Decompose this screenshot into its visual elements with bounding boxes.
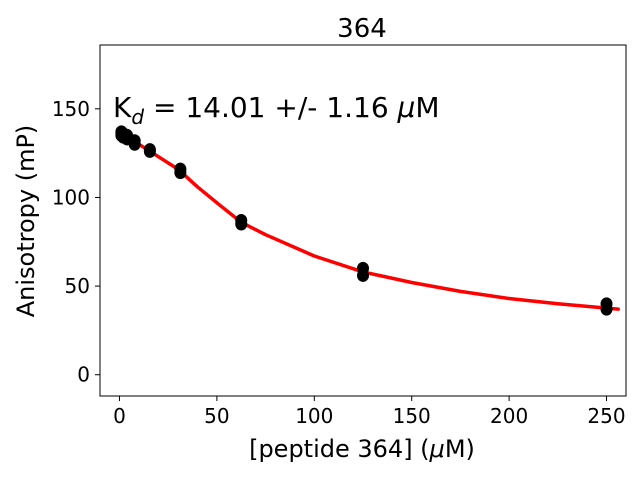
plot-frame — [99, 44, 627, 397]
x-tick-label: 0 — [113, 404, 126, 428]
data-point — [174, 166, 187, 180]
fit-curve-layer — [117, 130, 620, 311]
data-point — [143, 144, 156, 158]
y-tick-label: 150 — [52, 97, 90, 121]
data-point — [600, 302, 613, 316]
data-point — [235, 217, 248, 231]
x-tick-label: 250 — [587, 404, 625, 428]
data-point — [357, 268, 369, 282]
x-tick-label: 100 — [295, 404, 333, 428]
data-point — [128, 137, 141, 151]
x-tick-label: 50 — [204, 404, 229, 428]
plot-area — [99, 44, 627, 397]
y-axis: 0 50 100 150 — [52, 97, 100, 387]
x-axis: 0 50 100 150 200 250 — [113, 396, 626, 428]
y-axis-label: Anisotropy (mP) — [12, 125, 40, 318]
chart-title: 364 — [337, 14, 387, 44]
kd-annotation: Kd = 14.01 +/- 1.16 μM — [113, 91, 440, 129]
y-tick-label: 0 — [77, 363, 90, 387]
x-tick-label: 200 — [490, 404, 528, 428]
data-points-layer — [115, 125, 613, 316]
x-axis-label: [peptide 364] (μM) — [249, 435, 475, 463]
y-tick-label: 100 — [52, 185, 90, 209]
fit-curve — [117, 130, 620, 311]
x-tick-label: 150 — [393, 404, 431, 428]
y-tick-label: 50 — [65, 274, 90, 298]
